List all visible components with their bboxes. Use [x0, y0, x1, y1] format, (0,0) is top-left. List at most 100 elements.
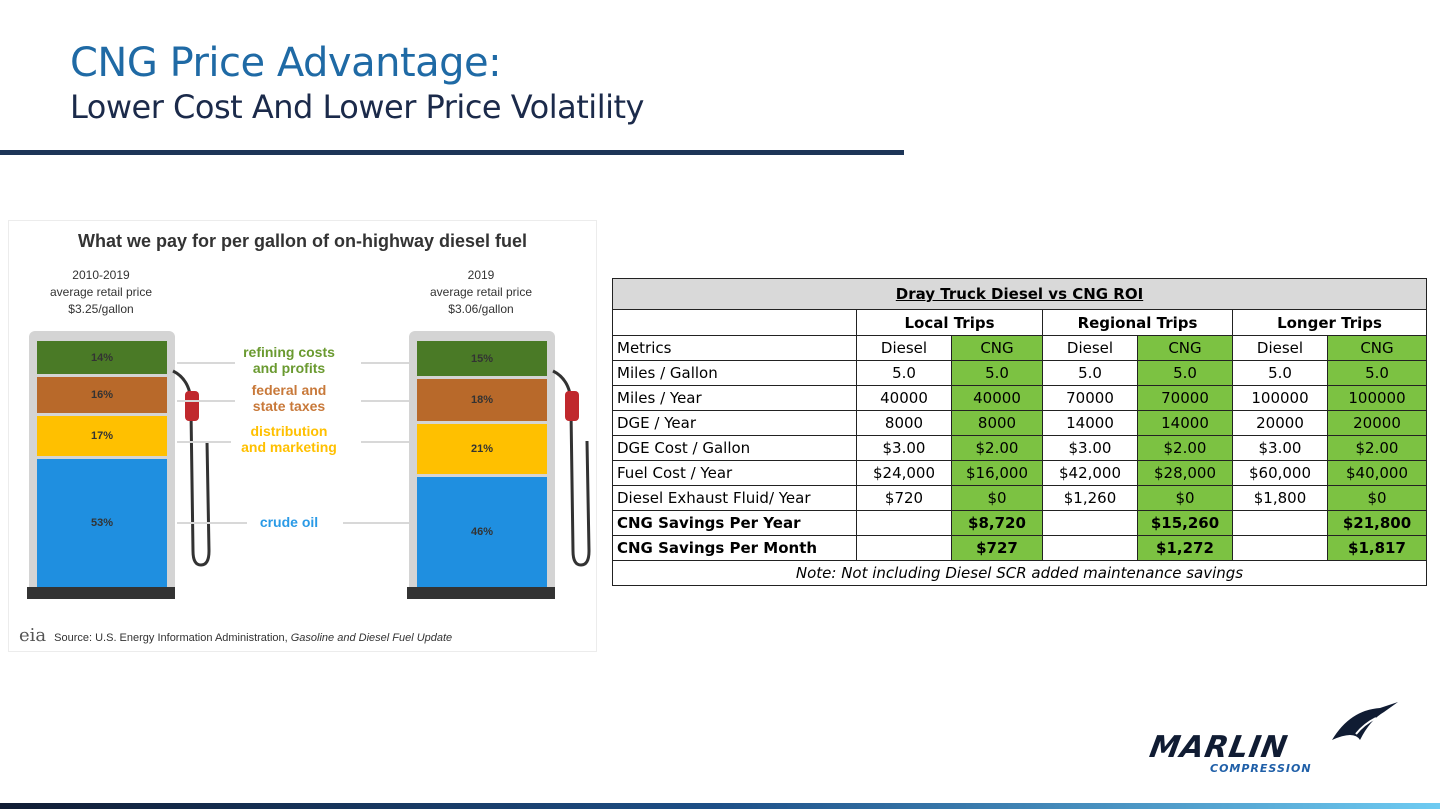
footer-gradient-bar — [0, 803, 1440, 809]
legend-refining: refining costs and profits — [214, 344, 364, 376]
cell — [1042, 535, 1138, 561]
cell: $15,260 — [1137, 510, 1233, 536]
row-label: CNG Savings Per Year — [612, 510, 857, 536]
table-row: Miles / Gallon 5.0 5.0 5.0 5.0 5.0 5.0 — [612, 360, 1427, 386]
header-cng: CNG — [1137, 335, 1233, 361]
source-text: Source: U.S. Energy Information Administ… — [54, 632, 291, 644]
empty-corner-cell — [612, 309, 857, 336]
row-label: DGE / Year — [612, 410, 857, 436]
eia-logo-icon: eia — [19, 625, 47, 646]
logo-wordmark: MARLIN — [1146, 730, 1291, 765]
cell — [1232, 510, 1328, 536]
row-label: Miles / Year — [612, 385, 857, 411]
left-segment-crude: 53% — [37, 459, 167, 587]
right-pump-caption-text: average retail price — [429, 285, 533, 299]
cell: 5.0 — [1232, 360, 1328, 386]
row-label: CNG Savings Per Month — [612, 535, 857, 561]
connector-line — [343, 522, 409, 524]
cell: 100000 — [1327, 385, 1427, 411]
legend-refining-line1: refining costs — [243, 344, 335, 360]
cell: 20000 — [1232, 410, 1328, 436]
table-note: Note: Not including Diesel SCR added mai… — [612, 560, 1427, 586]
cell: $3.00 — [1232, 435, 1328, 461]
header-cng: CNG — [951, 335, 1043, 361]
slide-subtitle: Lower Cost And Lower Price Volatility — [70, 88, 644, 126]
connector-line — [177, 441, 231, 443]
legend-taxes-line2: state taxes — [252, 398, 326, 414]
left-pump-base — [27, 587, 175, 599]
cell — [1042, 510, 1138, 536]
row-label: Fuel Cost / Year — [612, 460, 857, 486]
marlin-compression-logo: MARLIN COMPRESSION — [1146, 700, 1410, 780]
cell: $1,817 — [1327, 535, 1427, 561]
left-pump-caption: 2010-2019 average retail price $3.25/gal… — [21, 267, 181, 318]
cell — [1232, 535, 1328, 561]
cell: $0 — [1327, 485, 1427, 511]
cell: 5.0 — [1327, 360, 1427, 386]
cell: 20000 — [1327, 410, 1427, 436]
header-cng: CNG — [1327, 335, 1427, 361]
cell: $727 — [951, 535, 1043, 561]
cell: $21,800 — [1327, 510, 1427, 536]
cell: $1,272 — [1137, 535, 1233, 561]
logo-subtitle: COMPRESSION — [1210, 762, 1312, 775]
cell: 40000 — [856, 385, 952, 411]
cell: $3.00 — [1042, 435, 1138, 461]
right-segment-distribution: 21% — [417, 424, 547, 474]
cell: 5.0 — [951, 360, 1043, 386]
header-diesel: Diesel — [1042, 335, 1138, 361]
row-label: Diesel Exhaust Fluid/ Year — [612, 485, 857, 511]
cell: 100000 — [1232, 385, 1328, 411]
cell: $60,000 — [1232, 460, 1328, 486]
right-segment-refining: 15% — [417, 341, 547, 376]
left-segment-distribution: 17% — [37, 416, 167, 456]
cell: $42,000 — [1042, 460, 1138, 486]
header-diesel: Diesel — [1232, 335, 1328, 361]
table-row: DGE / Year 8000 8000 14000 14000 20000 2… — [612, 410, 1427, 436]
roi-table: Dray Truck Diesel vs CNG ROI Local Trips… — [612, 278, 1427, 586]
cell: 5.0 — [1042, 360, 1138, 386]
cell: $0 — [951, 485, 1043, 511]
left-pump-caption-text: average retail price — [49, 285, 153, 299]
cell: $28,000 — [1137, 460, 1233, 486]
cell: 70000 — [1042, 385, 1138, 411]
cell: 40000 — [951, 385, 1043, 411]
cell: $1,260 — [1042, 485, 1138, 511]
cell: $1,800 — [1232, 485, 1328, 511]
table-row-savings-month: CNG Savings Per Month $727 $1,272 $1,817 — [612, 535, 1427, 561]
legend-taxes-line1: federal and — [251, 382, 327, 398]
source-publication: Gasoline and Diesel Fuel Update — [290, 632, 453, 644]
connector-line — [177, 400, 235, 402]
legend-refining-line2: and profits — [252, 360, 326, 376]
connector-line — [361, 441, 409, 443]
connector-line — [177, 362, 235, 364]
slide-title: CNG Price Advantage: — [70, 40, 502, 86]
cell: $0 — [1137, 485, 1233, 511]
cell: 8000 — [856, 410, 952, 436]
title-divider — [0, 150, 904, 155]
cell — [856, 510, 952, 536]
cell: 8000 — [951, 410, 1043, 436]
legend-taxes: federal and state taxes — [214, 382, 364, 414]
cell: 14000 — [1137, 410, 1233, 436]
table-row: Miles / Year 40000 40000 70000 70000 100… — [612, 385, 1427, 411]
left-nozzle-icon — [172, 369, 211, 567]
cell: $2.00 — [1137, 435, 1233, 461]
cell: 5.0 — [1137, 360, 1233, 386]
group-regional-trips: Regional Trips — [1042, 309, 1233, 336]
left-segment-refining: 14% — [37, 341, 167, 374]
right-pump-price: $3.06/gallon — [448, 302, 514, 316]
cell: 70000 — [1137, 385, 1233, 411]
connector-line — [177, 522, 247, 524]
row-label: Miles / Gallon — [612, 360, 857, 386]
left-segment-taxes: 16% — [37, 377, 167, 413]
legend-distribution: distribution and marketing — [214, 423, 364, 455]
right-pump-caption: 2019 average retail price $3.06/gallon — [401, 267, 561, 318]
marlin-fish-icon — [1332, 702, 1398, 740]
left-fuel-pump-icon: 14% 16% 17% 53% — [29, 331, 175, 587]
table-caption: Dray Truck Diesel vs CNG ROI — [612, 278, 1427, 310]
left-pump-period: 2010-2019 — [72, 268, 130, 282]
group-longer-trips: Longer Trips — [1232, 309, 1427, 336]
right-segment-crude: 46% — [417, 477, 547, 587]
table-header-row: Metrics Diesel CNG Diesel CNG Diesel CNG — [612, 335, 1427, 361]
